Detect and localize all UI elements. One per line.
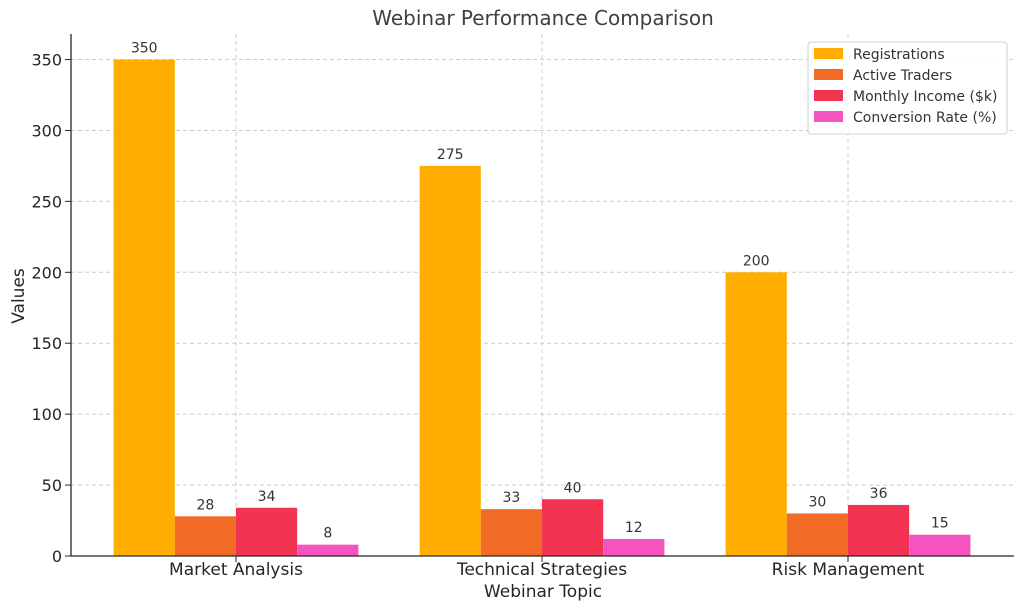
y-tick-label: 350: [31, 51, 62, 70]
legend-label: Registrations: [853, 47, 945, 63]
legend-box: [807, 41, 1008, 135]
y-tick-label: 250: [31, 192, 62, 211]
bar: [480, 509, 542, 556]
bar-value-label: 33: [502, 490, 520, 506]
bar-value-label: 200: [743, 253, 770, 269]
grid-lines: [71, 34, 1014, 556]
bar-value-label: 15: [931, 516, 949, 532]
bar-value-label: 28: [196, 497, 214, 513]
y-tick-label: 0: [52, 547, 62, 566]
y-tick-label: 300: [31, 121, 62, 140]
bar-value-label: 350: [131, 41, 158, 57]
bar: [113, 59, 175, 557]
bar: [603, 538, 665, 556]
x-axis-title: Webinar Topic: [484, 582, 602, 602]
y-tick-label: 200: [31, 263, 62, 282]
y-tick-label: 150: [31, 334, 62, 353]
bar: [542, 499, 604, 556]
legend-label: Monthly Income ($k): [853, 89, 997, 105]
x-tick-label: Technical Strategies: [456, 560, 627, 580]
x-tick-label: Market Analysis: [169, 560, 303, 580]
x-tick-label: Risk Management: [772, 560, 925, 580]
y-axis-title: Values: [9, 268, 29, 324]
bars: [113, 59, 971, 557]
chart-title: Webinar Performance Comparison: [372, 6, 714, 30]
bar-value-label: 8: [323, 526, 332, 542]
bar: [236, 507, 298, 556]
data-labels: 350 275 200 28 33 30 34 40 36 8 12 15: [131, 41, 949, 542]
y-tick-label: 100: [31, 405, 62, 424]
bar: [725, 272, 787, 556]
legend-swatch: [814, 69, 843, 80]
bar: [909, 534, 971, 556]
bar-value-label: 40: [564, 480, 582, 496]
legend-swatch: [814, 111, 843, 122]
bar: [419, 165, 481, 557]
bar-value-label: 275: [437, 147, 464, 163]
legend-swatch: [814, 90, 843, 101]
legend-label: Conversion Rate (%): [853, 110, 997, 126]
legend-label: Active Traders: [853, 68, 952, 84]
bar: [174, 516, 236, 556]
legend: Registrations Active Traders Monthly Incom…: [807, 41, 1008, 135]
bar: [297, 544, 359, 556]
bar-value-label: 34: [258, 489, 276, 505]
bar-value-label: 36: [870, 486, 888, 502]
legend-swatch: [814, 48, 843, 59]
y-tick-label: 50: [42, 476, 62, 495]
bar-value-label: 12: [625, 520, 643, 536]
bar-value-label: 30: [808, 494, 826, 510]
bar: [848, 504, 910, 556]
bar: [786, 513, 848, 556]
axes: 0 50 100 150 200 250 300 350 Market Analysis Tech…: [31, 34, 1014, 580]
